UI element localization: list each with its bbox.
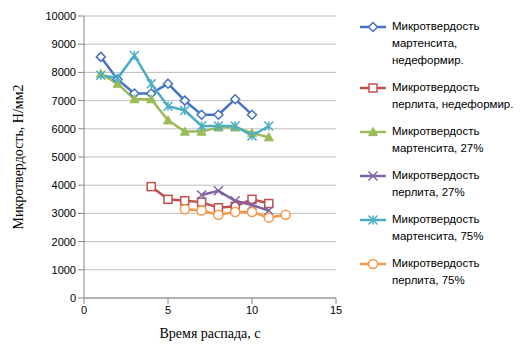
svg-text:4000: 4000 bbox=[52, 179, 76, 191]
svg-text:15: 15 bbox=[330, 304, 342, 316]
svg-text:3000: 3000 bbox=[52, 207, 76, 219]
svg-text:2000: 2000 bbox=[52, 236, 76, 248]
svg-text:0: 0 bbox=[70, 292, 76, 304]
svg-text:7000: 7000 bbox=[52, 95, 76, 107]
svg-text:1000: 1000 bbox=[52, 264, 76, 276]
svg-text:8000: 8000 bbox=[52, 66, 76, 78]
svg-text:Микротвердость, Н/мм2: Микротвердость, Н/мм2 bbox=[11, 84, 26, 229]
html-text:Микротвердость перлита, 27%: Микротвердость перлита, 27% bbox=[392, 169, 480, 198]
svg-text:Время распада, с: Время распада, с bbox=[159, 326, 260, 341]
svg-text:10: 10 bbox=[246, 304, 258, 316]
html-text:Микротвердость мартенсита, нед: Микротвердость мартенсита, недеформир. bbox=[392, 20, 480, 66]
svg-text:5000: 5000 bbox=[52, 151, 76, 163]
svg-text:5: 5 bbox=[165, 304, 171, 316]
svg-text:0: 0 bbox=[81, 304, 87, 316]
svg-text:9000: 9000 bbox=[52, 38, 76, 50]
html-text:Микротвердость мартенсита, 75%: Микротвердость мартенсита, 75% bbox=[392, 213, 484, 242]
html-text:Микротвердость мартенсита, 27%: Микротвердость мартенсита, 27% bbox=[392, 125, 484, 154]
svg-text:6000: 6000 bbox=[52, 123, 76, 135]
html-text:Микротвердость перлита, недефо: Микротвердость перлита, недеформир. bbox=[392, 81, 514, 110]
html-text:Микротвердость перлита, 75%: Микротвердость перлита, 75% bbox=[392, 257, 480, 286]
svg-text:10000: 10000 bbox=[45, 10, 76, 22]
